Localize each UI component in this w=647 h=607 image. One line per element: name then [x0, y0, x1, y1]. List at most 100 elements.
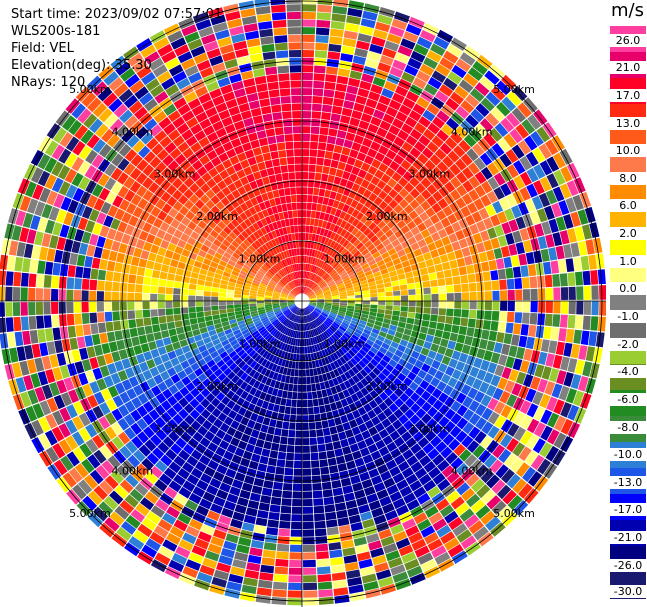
- range-gate: [548, 368, 560, 383]
- range-gate: [582, 270, 591, 286]
- range-gate: [324, 330, 331, 338]
- range-gate: [166, 506, 180, 519]
- range-gate: [304, 308, 308, 315]
- range-gate: [138, 258, 148, 268]
- range-gate: [256, 587, 272, 597]
- range-gate: [460, 535, 477, 550]
- range-gate: [574, 359, 585, 375]
- range-gate: [372, 342, 381, 351]
- range-gate: [199, 564, 215, 576]
- range-gate: [92, 434, 105, 449]
- range-gate: [288, 345, 293, 353]
- range-gate: [250, 310, 258, 315]
- range-gate: [168, 480, 182, 493]
- range-gate: [183, 443, 195, 455]
- range-gate: [234, 307, 242, 312]
- range-gate: [405, 525, 420, 537]
- range-gate: [292, 322, 297, 330]
- range-gate: [200, 473, 212, 484]
- range-gate: [284, 310, 291, 316]
- range-gate: [37, 260, 46, 274]
- range-gate: [392, 571, 409, 583]
- range-gate: [309, 303, 316, 307]
- range-gate: [322, 340, 329, 348]
- range-gate: [213, 418, 224, 429]
- range-gate: [306, 323, 310, 331]
- range-gate: [382, 435, 393, 446]
- range-gate: [272, 347, 278, 355]
- range-gate: [288, 567, 302, 575]
- range-gate: [202, 557, 218, 569]
- range-gate: [289, 305, 296, 310]
- range-gate: [337, 338, 345, 346]
- range-gate: [424, 505, 439, 518]
- range-gate: [230, 566, 245, 577]
- range-gate: [356, 551, 371, 562]
- range-gate: [170, 236, 180, 246]
- range-gate: [245, 320, 254, 326]
- range-gate: [260, 316, 268, 322]
- range-gate: [76, 254, 86, 267]
- range-gate: [167, 350, 177, 360]
- range-gate: [158, 308, 166, 317]
- range-gate: [311, 460, 320, 468]
- range-gate: [66, 277, 75, 289]
- range-gate: [173, 307, 181, 315]
- range-gate: [307, 305, 314, 311]
- range-gate: [280, 295, 288, 298]
- range-gate: [225, 263, 234, 270]
- range-gate: [313, 310, 320, 316]
- range-gate: [337, 327, 345, 334]
- range-gate: [144, 491, 159, 505]
- range-gate: [297, 338, 300, 347]
- range-gate: [420, 525, 436, 538]
- range-gate: [402, 518, 416, 530]
- range-gate: [109, 511, 125, 526]
- range-gate: [299, 248, 302, 256]
- range-gate: [20, 287, 28, 301]
- range-gate: [127, 292, 135, 301]
- range-gate: [316, 12, 332, 21]
- range-gate: [381, 368, 391, 377]
- range-gate: [388, 403, 399, 413]
- range-gate: [118, 431, 131, 445]
- range-gate: [361, 430, 371, 440]
- range-gate: [336, 314, 345, 320]
- range-gate: [51, 426, 65, 442]
- range-gate: [264, 295, 272, 298]
- range-gate: [331, 564, 345, 574]
- range-gate: [401, 431, 412, 442]
- range-gate: [543, 326, 552, 340]
- range-gate: [424, 532, 439, 545]
- range-gate: [39, 342, 49, 357]
- range-gate: [275, 42, 288, 51]
- range-gate: [341, 146, 351, 156]
- range-gate: [486, 495, 502, 510]
- range-gate: [203, 466, 216, 478]
- range-gate: [337, 517, 350, 527]
- range-gate: [265, 309, 273, 313]
- range-gate: [234, 263, 243, 270]
- range-gate: [460, 274, 469, 284]
- range-gate: [143, 241, 153, 252]
- range-gate: [493, 401, 506, 415]
- range-gate: [151, 316, 159, 325]
- range-gate: [461, 344, 471, 355]
- range-gate: [193, 240, 203, 250]
- range-gate: [292, 118, 302, 126]
- range-gate: [390, 320, 399, 327]
- range-gate: [267, 313, 275, 318]
- range-gate: [507, 423, 520, 437]
- range-gate: [231, 270, 240, 277]
- range-gate: [354, 489, 366, 500]
- range-gate: [223, 540, 237, 551]
- range-gate: [305, 354, 309, 362]
- range-gate: [349, 322, 358, 329]
- range-gate: [177, 333, 186, 341]
- range-gate: [537, 458, 551, 475]
- range-gate: [157, 519, 173, 532]
- range-gate: [540, 409, 553, 425]
- range-gate: [270, 328, 277, 335]
- range-gate: [407, 371, 417, 381]
- range-gate: [307, 306, 313, 312]
